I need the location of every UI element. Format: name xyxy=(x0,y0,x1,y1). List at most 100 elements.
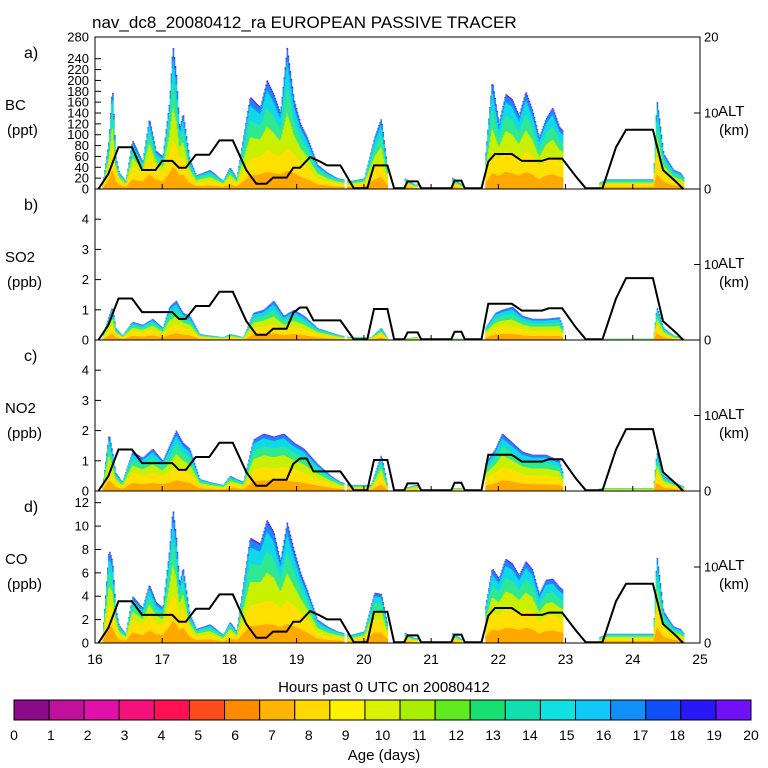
age-bar xyxy=(125,182,127,184)
age-bar xyxy=(243,136,245,141)
age-bar xyxy=(172,83,175,109)
age-bar xyxy=(235,177,237,179)
age-bar xyxy=(206,181,209,186)
age-bar xyxy=(516,141,519,158)
age-bar xyxy=(409,184,412,186)
age-bar xyxy=(152,146,155,154)
age-bar xyxy=(515,139,518,157)
age-bar xyxy=(174,76,177,96)
age-bar xyxy=(640,181,643,183)
age-bar xyxy=(526,95,529,97)
age-bar xyxy=(339,178,341,180)
age-bar xyxy=(451,178,454,180)
age-bar xyxy=(530,173,533,189)
age-bar xyxy=(268,110,271,129)
age-bar xyxy=(304,145,307,155)
age-bar xyxy=(248,112,250,127)
age-bar xyxy=(340,180,342,183)
age-bar xyxy=(637,179,640,180)
age-bar xyxy=(236,181,238,184)
age-bar xyxy=(157,323,160,325)
age-bar xyxy=(156,154,159,158)
age-bar xyxy=(498,137,500,147)
age-bar xyxy=(456,184,459,186)
age-bar xyxy=(527,99,530,106)
age-bar xyxy=(155,325,158,328)
age-bar xyxy=(218,186,220,189)
age-bar xyxy=(561,151,564,164)
age-bar xyxy=(655,161,658,177)
age-bar xyxy=(406,186,409,189)
age-bar xyxy=(174,66,177,68)
age-bar xyxy=(489,176,491,189)
age-bar xyxy=(282,153,285,173)
age-bar xyxy=(156,326,159,329)
age-bar xyxy=(672,169,675,172)
age-bar xyxy=(269,88,272,96)
age-bar xyxy=(498,159,500,176)
age-bar xyxy=(168,173,171,189)
age-bar xyxy=(660,134,663,136)
age-bar xyxy=(363,181,365,184)
age-bar xyxy=(292,94,295,96)
age-bar xyxy=(625,181,627,183)
age-bar xyxy=(485,182,487,189)
age-bar xyxy=(328,185,331,189)
age-bar xyxy=(159,332,162,337)
age-bar xyxy=(647,179,650,180)
age-bar xyxy=(646,186,649,189)
age-bar xyxy=(539,134,542,136)
age-bar xyxy=(300,139,303,150)
age-bar xyxy=(196,329,199,331)
age-bar xyxy=(181,131,184,143)
age-bar xyxy=(675,175,678,178)
age-bar xyxy=(510,106,513,120)
age-bar xyxy=(680,179,683,183)
age-bar xyxy=(514,107,517,113)
age-bar xyxy=(176,91,179,93)
age-bar xyxy=(626,181,628,183)
age-bar xyxy=(358,179,360,182)
age-bar xyxy=(520,174,523,189)
age-bar xyxy=(118,173,120,176)
age-bar xyxy=(166,146,169,161)
age-bar xyxy=(143,169,146,181)
age-bar xyxy=(130,336,132,340)
age-bar xyxy=(658,162,661,177)
age-bar xyxy=(144,149,147,155)
age-bar xyxy=(173,142,176,168)
age-bar xyxy=(252,158,254,176)
age-bar xyxy=(184,163,187,178)
age-bar xyxy=(505,131,507,152)
age-bar xyxy=(523,172,526,189)
age-bar xyxy=(153,320,156,322)
age-bar xyxy=(248,126,250,142)
age-bar xyxy=(299,161,302,177)
age-bar xyxy=(113,317,115,321)
age-bar xyxy=(187,152,190,159)
age-bar xyxy=(294,137,297,156)
age-bar xyxy=(126,337,128,340)
age-bar xyxy=(561,131,564,135)
age-bar xyxy=(151,320,154,324)
age-bar xyxy=(118,184,120,189)
age-bar xyxy=(132,323,134,326)
age-bar xyxy=(303,164,306,179)
age-bar xyxy=(160,336,163,340)
age-bar xyxy=(547,115,550,121)
age-bar xyxy=(415,184,418,186)
age-bar xyxy=(533,117,536,119)
age-bar xyxy=(181,117,184,122)
age-bar xyxy=(156,151,159,153)
age-bar xyxy=(362,181,364,184)
age-bar xyxy=(546,122,549,133)
age-bar xyxy=(287,68,290,92)
age-bar xyxy=(553,118,556,130)
age-bar xyxy=(633,182,636,185)
age-bar xyxy=(176,302,179,304)
age-bar xyxy=(284,99,287,122)
age-bar xyxy=(250,106,252,121)
age-bar xyxy=(342,179,344,180)
age-bar xyxy=(274,99,277,106)
age-bar xyxy=(354,181,356,183)
